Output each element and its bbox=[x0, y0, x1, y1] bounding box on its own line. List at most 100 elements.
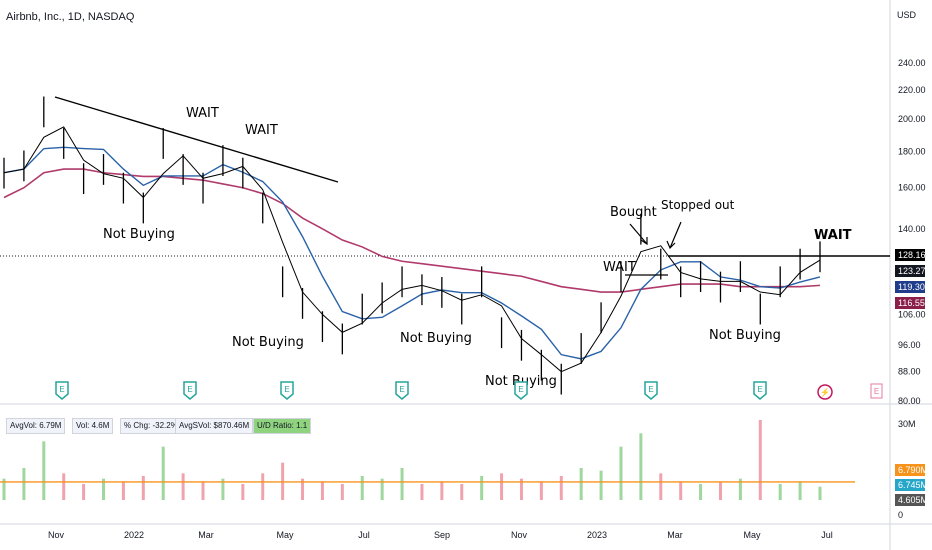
price-tick-label: 80.00 bbox=[898, 396, 921, 406]
time-tick-label: Mar bbox=[667, 530, 683, 540]
future-earnings-icon[interactable]: E bbox=[870, 383, 883, 399]
volume-badge: 6.745M bbox=[895, 479, 928, 491]
price-tick-label: 96.00 bbox=[898, 340, 921, 350]
annotation-wait-3[interactable]: WAIT bbox=[603, 260, 636, 275]
bought-arrow[interactable] bbox=[629, 223, 648, 245]
price-tick-label: 88.00 bbox=[898, 367, 921, 377]
price-badge: 123.27 bbox=[895, 265, 926, 277]
time-tick-label: Mar bbox=[198, 530, 214, 540]
volume-bar bbox=[261, 473, 265, 500]
time-axis[interactable]: Nov 2022 Mar May Jul Sep Nov 2023 Mar May Jul bbox=[48, 530, 833, 540]
volume-bar bbox=[420, 484, 424, 500]
volume-bar bbox=[241, 484, 245, 500]
annotation-not-buying-2[interactable]: Not Buying bbox=[232, 335, 304, 350]
dividend-icon[interactable]: ⚡ bbox=[817, 384, 833, 400]
time-tick-label: Jul bbox=[821, 530, 833, 540]
time-tick-label: May bbox=[276, 530, 294, 540]
annotation-not-buying-1[interactable]: Not Buying bbox=[103, 227, 175, 242]
earnings-icon[interactable]: E bbox=[644, 381, 658, 400]
earnings-icon-label: E bbox=[518, 385, 523, 394]
volume-bar bbox=[82, 484, 86, 500]
annotation-bought[interactable]: Bought bbox=[610, 205, 657, 220]
sma200-line bbox=[3, 168, 821, 293]
downtrend-line[interactable] bbox=[54, 96, 339, 183]
time-tick-label: Nov bbox=[48, 530, 65, 540]
annotation-not-buying-3[interactable]: Not Buying bbox=[400, 331, 472, 346]
future-earnings-icon-label: E bbox=[874, 387, 879, 396]
bought-arrow-head bbox=[640, 237, 648, 246]
earnings-icon[interactable]: E bbox=[183, 381, 197, 400]
price-tick-label: 220.00 bbox=[898, 85, 926, 95]
annotation-not-buying-5[interactable]: Not Buying bbox=[709, 328, 781, 343]
volume-bar bbox=[460, 484, 464, 500]
price-pane[interactable] bbox=[0, 0, 890, 404]
earnings-icon[interactable]: E bbox=[280, 381, 294, 400]
time-tick-label: Jul bbox=[358, 530, 370, 540]
currency-label: USD bbox=[897, 10, 917, 20]
earnings-icon-label: E bbox=[757, 385, 762, 394]
volume-bar bbox=[201, 481, 205, 500]
volume-bar bbox=[22, 468, 26, 500]
volume-bar bbox=[559, 476, 563, 500]
volume-bar bbox=[659, 473, 663, 500]
event-icons[interactable]: E E E E E E E ⚡ E bbox=[55, 381, 883, 400]
volume-tick-label: 30M bbox=[898, 419, 916, 429]
volume-bar bbox=[102, 478, 106, 500]
sma50-line bbox=[3, 146, 821, 360]
volume-bar bbox=[758, 420, 762, 500]
earnings-icon[interactable]: E bbox=[55, 381, 69, 400]
volume-bar bbox=[161, 446, 165, 500]
volume-bar bbox=[42, 441, 46, 500]
volume-bar bbox=[340, 484, 344, 500]
time-tick-label: 2022 bbox=[124, 530, 144, 540]
volume-bar bbox=[599, 470, 603, 500]
volume-bar bbox=[500, 473, 504, 500]
price-tick-label: 240.00 bbox=[898, 58, 926, 68]
annotation-wait-1[interactable]: WAIT bbox=[186, 106, 219, 121]
volume-bar bbox=[798, 481, 802, 500]
earnings-icon[interactable]: E bbox=[514, 381, 528, 400]
price-tick-label: 180.00 bbox=[898, 147, 926, 157]
volume-bar bbox=[699, 484, 703, 500]
volume-bar bbox=[818, 486, 822, 500]
time-tick-label: Nov bbox=[511, 530, 528, 540]
price-tick-label: 160.00 bbox=[898, 183, 926, 193]
price-badge: 128.16 bbox=[895, 249, 926, 261]
time-tick-label: Sep bbox=[434, 530, 450, 540]
volume-tick-label: 0 bbox=[898, 510, 903, 520]
volume-bar bbox=[619, 446, 623, 500]
time-tick-label: 2023 bbox=[587, 530, 607, 540]
volume-bar bbox=[301, 478, 305, 500]
earnings-icon[interactable]: E bbox=[395, 381, 409, 400]
volume-bar bbox=[539, 481, 543, 500]
chart-title: Airbnb, Inc., 1D, NASDAQ bbox=[6, 11, 135, 23]
stopped-arrow-head bbox=[666, 240, 676, 250]
volume-axis: 30M 0 bbox=[898, 419, 916, 520]
volume-bar bbox=[778, 484, 782, 500]
volume-badge: 4.605M bbox=[895, 494, 928, 506]
volume-bar bbox=[141, 476, 145, 500]
volume-bar bbox=[360, 476, 364, 500]
stat-chip: U/D Ratio: 1.1 bbox=[253, 418, 312, 434]
volume-bar bbox=[320, 481, 324, 500]
earnings-icon-label: E bbox=[59, 385, 64, 394]
annotation-wait-2[interactable]: WAIT bbox=[245, 123, 278, 138]
annotation-wait-4[interactable]: WAIT bbox=[814, 228, 852, 243]
volume-bar bbox=[121, 481, 125, 500]
volume-bar bbox=[380, 478, 384, 500]
volume-bar bbox=[440, 481, 444, 500]
stopped-arrow[interactable] bbox=[669, 221, 682, 249]
volume-bar bbox=[221, 478, 225, 500]
earnings-icon[interactable]: E bbox=[753, 381, 767, 400]
volume-bar bbox=[181, 473, 185, 500]
price-axis[interactable]: 80.0088.0096.00106.00116.00128.00140.001… bbox=[898, 58, 926, 406]
volume-bar bbox=[639, 433, 643, 500]
volume-bar bbox=[718, 481, 722, 500]
volume-layer bbox=[0, 420, 855, 500]
time-tick-label: May bbox=[743, 530, 761, 540]
volume-bar bbox=[400, 468, 404, 500]
annotation-stopped-out[interactable]: Stopped out bbox=[661, 198, 735, 212]
earnings-icon-label: E bbox=[187, 385, 192, 394]
volume-bar bbox=[2, 478, 6, 500]
